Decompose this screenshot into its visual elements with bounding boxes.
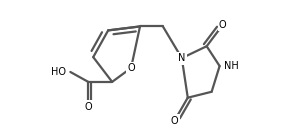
Text: N: N [178,53,186,63]
Text: HO: HO [51,67,66,77]
Text: O: O [127,63,135,73]
Text: O: O [219,20,227,30]
Text: O: O [171,116,178,126]
Text: NH: NH [224,61,238,71]
Text: O: O [84,102,92,112]
